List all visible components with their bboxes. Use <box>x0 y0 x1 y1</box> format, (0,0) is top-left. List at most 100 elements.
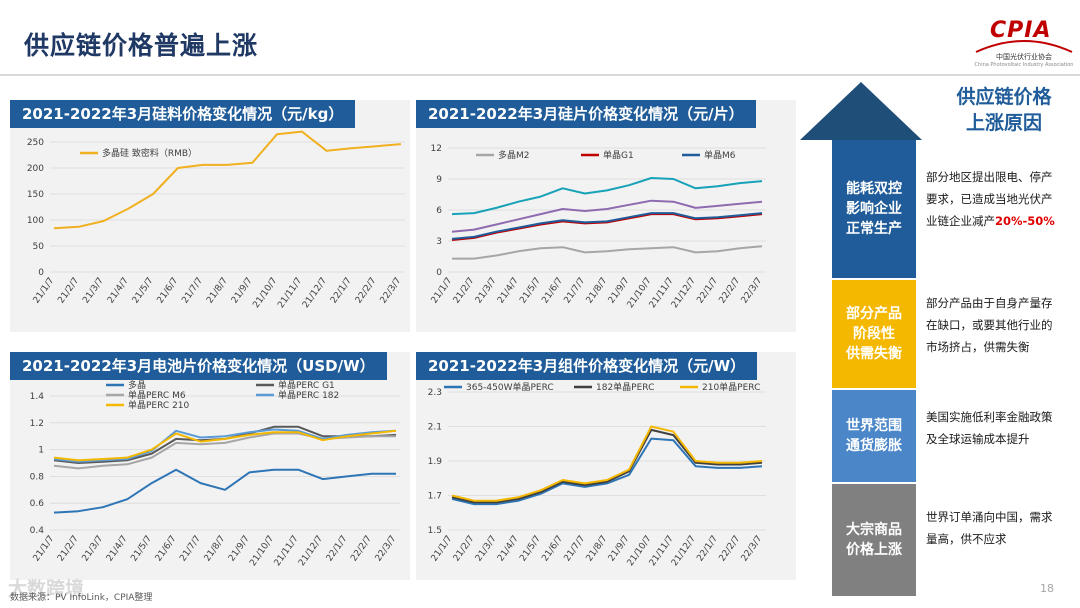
y-tick-label: 150 <box>27 190 44 200</box>
x-tick-label: 21/8/7 <box>205 276 230 305</box>
chart-panel-module: 2021-2022年3月组件价格变化情况（元/W） 1.5 1.7 1.9 2.1 2.… <box>416 352 796 580</box>
series-line <box>452 245 763 260</box>
reasons-title-line1: 供应链价格 <box>956 86 1052 108</box>
x-tick-label: 22/3/7 <box>740 534 765 563</box>
legend-label: 单晶PERC 210 <box>128 399 190 411</box>
reason-box-energy: 能耗双控 影响企业 正常生产 <box>832 140 916 278</box>
y-tick-label: 1.9 <box>428 457 443 467</box>
x-tick-label: 21/1/7 <box>32 276 57 305</box>
y-tick-label: 1.4 <box>30 392 45 402</box>
x-tick-label: 21/9/7 <box>227 534 252 563</box>
data-source: 数据来源：PV InfoLink，CPIA整理 <box>10 593 153 603</box>
x-tick-label: 21/3/7 <box>81 534 106 563</box>
reason-desc-energy: 部分地区提出限电、停产要求，已造成当地光伏产业链企业减产20%-50% <box>926 166 1060 232</box>
chart-cell: 0.4 0.6 0.8 1 1.2 1.4 21/1/7 21/2/7 21/3/7 21/4/7… <box>30 379 400 568</box>
series-line <box>451 437 763 506</box>
x-tick-label: 22/2/7 <box>354 276 379 305</box>
reason-box-inflation: 世界范围 通货膨胀 <box>832 390 916 482</box>
y-tick-label: 0.6 <box>30 499 45 509</box>
x-tick-label: 21/12/7 <box>297 534 325 568</box>
series-line <box>451 199 763 233</box>
cpia-logo: CPIA 中国光伏行业协会 China Photovoltaic Industr… <box>968 8 1080 68</box>
upward-arrow <box>800 82 922 597</box>
reason-desc-text: 世界订单涌向中国，需求量高，供不应求 <box>926 510 1053 546</box>
legend-label: 多晶M2 <box>498 149 530 161</box>
y-tick-label: 250 <box>27 138 44 148</box>
series-line <box>53 429 397 462</box>
x-tick-label: 21/6/7 <box>154 534 179 563</box>
logo-swoosh-icon <box>975 40 1073 53</box>
series-line <box>53 425 397 464</box>
x-tick-label: 21/4/7 <box>496 276 521 305</box>
series-line <box>53 130 402 230</box>
y-tick-label: 3 <box>436 237 442 247</box>
legend-label: 210单晶PERC <box>702 381 760 393</box>
series-line <box>451 212 763 240</box>
title-divider <box>0 74 1080 76</box>
series-line <box>451 425 763 502</box>
legend-label: 单晶G1 <box>603 149 634 161</box>
x-tick-label: 21/5/7 <box>518 276 543 305</box>
y-tick-label: 0 <box>38 268 44 278</box>
x-tick-label: 21/4/7 <box>496 534 521 563</box>
x-tick-label: 21/3/7 <box>474 534 499 563</box>
y-tick-label: 9 <box>436 175 442 185</box>
chart-title: 2021-2022年3月组件价格变化情况（元/W） <box>416 352 758 380</box>
reason-desc-highlight: 20%-50% <box>995 214 1055 228</box>
reason-desc-text: 部分地区提出限电、停产要求，已造成当地光伏产业链企业减产 <box>926 170 1053 228</box>
legend-label: 单晶PERC 182 <box>278 389 339 401</box>
y-tick-label: 2.3 <box>428 388 442 398</box>
reasons-title: 供应链价格 上涨原因 <box>938 84 1070 136</box>
y-tick-label: 1.7 <box>428 492 442 502</box>
x-tick-label: 22/3/7 <box>740 276 765 305</box>
x-tick-label: 21/7/7 <box>178 534 203 563</box>
series-line <box>451 177 763 216</box>
page-title: 供应链价格普遍上涨 <box>24 31 259 60</box>
x-tick-label: 21/8/7 <box>585 276 610 305</box>
series-line <box>451 428 763 504</box>
x-tick-label: 21/2/7 <box>56 276 81 305</box>
x-tick-label: 21/6/7 <box>156 276 181 305</box>
y-tick-label: 0 <box>436 268 442 278</box>
y-tick-label: 2.1 <box>428 423 442 433</box>
y-tick-label: 1.5 <box>428 526 442 536</box>
reason-desc-commodity: 世界订单涌向中国，需求量高，供不应求 <box>926 506 1060 550</box>
x-tick-label: 21/7/7 <box>563 534 588 563</box>
legend-label: 单晶PERC M6 <box>128 389 186 401</box>
reason-label: 世界范围 通货膨胀 <box>846 418 902 454</box>
y-tick-label: 0.8 <box>30 472 45 482</box>
reason-label: 部分产品 阶段性 供需失衡 <box>846 306 902 362</box>
page-number: 18 <box>1040 582 1054 595</box>
x-tick-label: 21/1/7 <box>430 534 455 563</box>
series-line <box>53 428 397 463</box>
chart-module: 1.51.71.92.12.321/1/721/2/721/3/721/4/72… <box>428 381 766 568</box>
arrow-up-icon <box>800 82 922 140</box>
y-tick-label: 1 <box>38 446 44 456</box>
x-tick-label: 21/1/7 <box>32 534 57 563</box>
legend-label: 182单晶PERC <box>596 381 654 393</box>
x-tick-label: 21/5/7 <box>131 276 156 305</box>
y-tick-label: 1.2 <box>30 419 44 429</box>
reason-label: 能耗双控 影响企业 正常生产 <box>846 181 902 237</box>
x-tick-label: 21/2/7 <box>452 276 477 305</box>
legend-label: 365-450W单晶PERC <box>466 381 554 393</box>
reason-desc-text: 部分产品由于自身产量存在缺口，或要其他行业的市场挤占，供需失衡 <box>926 296 1053 354</box>
x-tick-label: 22/1/7 <box>695 276 720 305</box>
x-tick-label: 21/11/7 <box>276 276 304 310</box>
chart-panel-cell: 2021-2022年3月电池片价格变化情况（USD/W） 0.4 0.6 0.8 1 1… <box>10 352 410 580</box>
watermark: 大数跨境 <box>8 578 85 600</box>
x-tick-label: 21/5/7 <box>129 534 154 563</box>
chart-title: 2021-2022年3月硅料价格变化情况（元/kg） <box>10 100 356 128</box>
x-tick-label: 21/4/7 <box>106 276 131 305</box>
x-tick-label: 22/1/7 <box>329 276 354 305</box>
logo-cn: 中国光伏行业协会 <box>996 53 1052 61</box>
reason-box-commodity: 大宗商品 价格上涨 <box>832 484 916 596</box>
x-tick-label: 21/3/7 <box>81 276 106 305</box>
x-tick-label: 21/8/7 <box>203 534 228 563</box>
x-tick-label: 21/5/7 <box>518 534 543 563</box>
x-tick-label: 22/3/7 <box>374 534 399 563</box>
chart-title: 2021-2022年3月硅片价格变化情况（元/片） <box>416 100 756 128</box>
logo-en: China Photovoltaic Industry Association <box>974 62 1074 68</box>
x-tick-label: 22/1/7 <box>325 534 350 563</box>
